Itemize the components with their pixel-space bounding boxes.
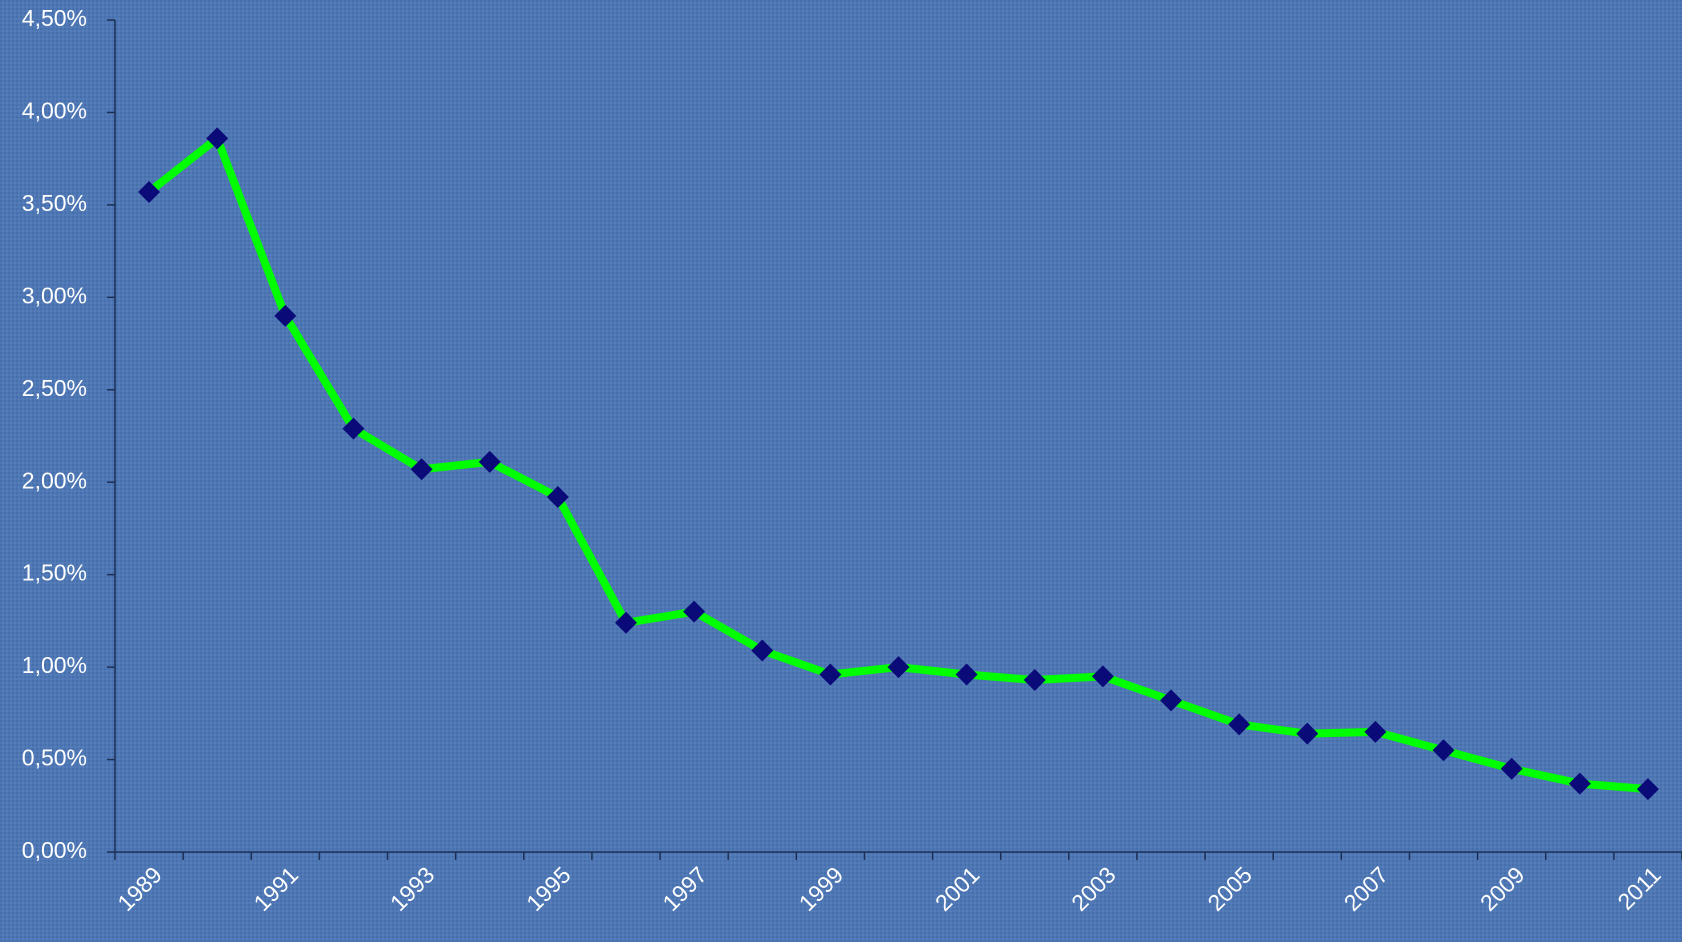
y-tick-label: 4,50% <box>22 5 87 31</box>
data-point <box>342 417 365 440</box>
data-point <box>751 639 774 662</box>
data-point <box>410 458 433 481</box>
y-tick-label: 0,00% <box>22 837 87 863</box>
data-point <box>1636 778 1659 801</box>
data-point <box>955 663 978 686</box>
y-tick-label: 1,00% <box>22 652 87 678</box>
y-tick-label: 2,50% <box>22 375 87 401</box>
data-point <box>1023 669 1046 692</box>
data-point <box>1432 739 1455 762</box>
y-tick-label: 2,00% <box>22 467 87 493</box>
data-point <box>1160 689 1183 712</box>
y-tick-label: 1,50% <box>22 560 87 586</box>
data-point <box>1500 757 1523 780</box>
data-point <box>206 127 229 150</box>
data-point <box>1364 720 1387 743</box>
y-tick-label: 0,50% <box>22 745 87 771</box>
data-point <box>546 486 569 509</box>
data-point <box>138 180 161 203</box>
data-point <box>614 611 637 634</box>
data-point <box>274 304 297 327</box>
data-point <box>683 600 706 623</box>
data-point <box>819 663 842 686</box>
y-tick-label: 4,00% <box>22 98 87 124</box>
data-point <box>1296 722 1319 745</box>
y-tick-label: 3,50% <box>22 190 87 216</box>
data-point <box>1228 713 1251 736</box>
data-point <box>478 450 501 473</box>
data-point <box>1091 665 1114 688</box>
data-point <box>1568 772 1591 795</box>
data-point <box>887 656 910 679</box>
y-tick-label: 3,00% <box>22 282 87 308</box>
